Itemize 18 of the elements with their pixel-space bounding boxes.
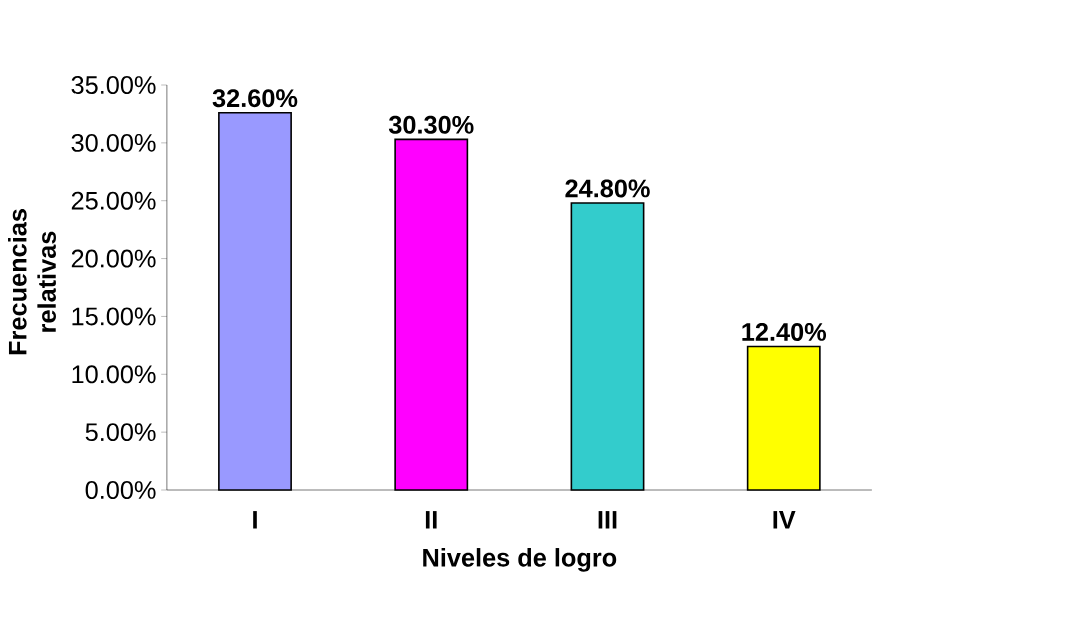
y-tick-label: 25.00% bbox=[71, 191, 156, 210]
data-label: 24.80% bbox=[565, 179, 650, 198]
y-tick-label: 10.00% bbox=[72, 365, 156, 384]
x-tick-label: III bbox=[598, 511, 617, 529]
y-tick-label: 30.00% bbox=[71, 133, 156, 152]
data-label: 30.30% bbox=[388, 115, 474, 134]
y-axis-title: Frecuencias relativas bbox=[8, 209, 56, 355]
data-label: 12.40% bbox=[742, 322, 827, 341]
y-tick-label: 35.00% bbox=[71, 76, 156, 94]
data-label: 32.60% bbox=[212, 89, 298, 108]
y-tick-label: 15.00% bbox=[72, 307, 156, 326]
y-tick-label: 5.00% bbox=[85, 423, 156, 442]
x-tick-label: I bbox=[253, 511, 257, 529]
y-tick-label: 0.00% bbox=[85, 481, 156, 499]
x-tick-label: II bbox=[425, 511, 437, 529]
x-tick-label: IV bbox=[773, 511, 796, 529]
x-axis-title: Niveles de logro bbox=[423, 548, 617, 572]
y-tick-label: 20.00% bbox=[71, 249, 156, 268]
